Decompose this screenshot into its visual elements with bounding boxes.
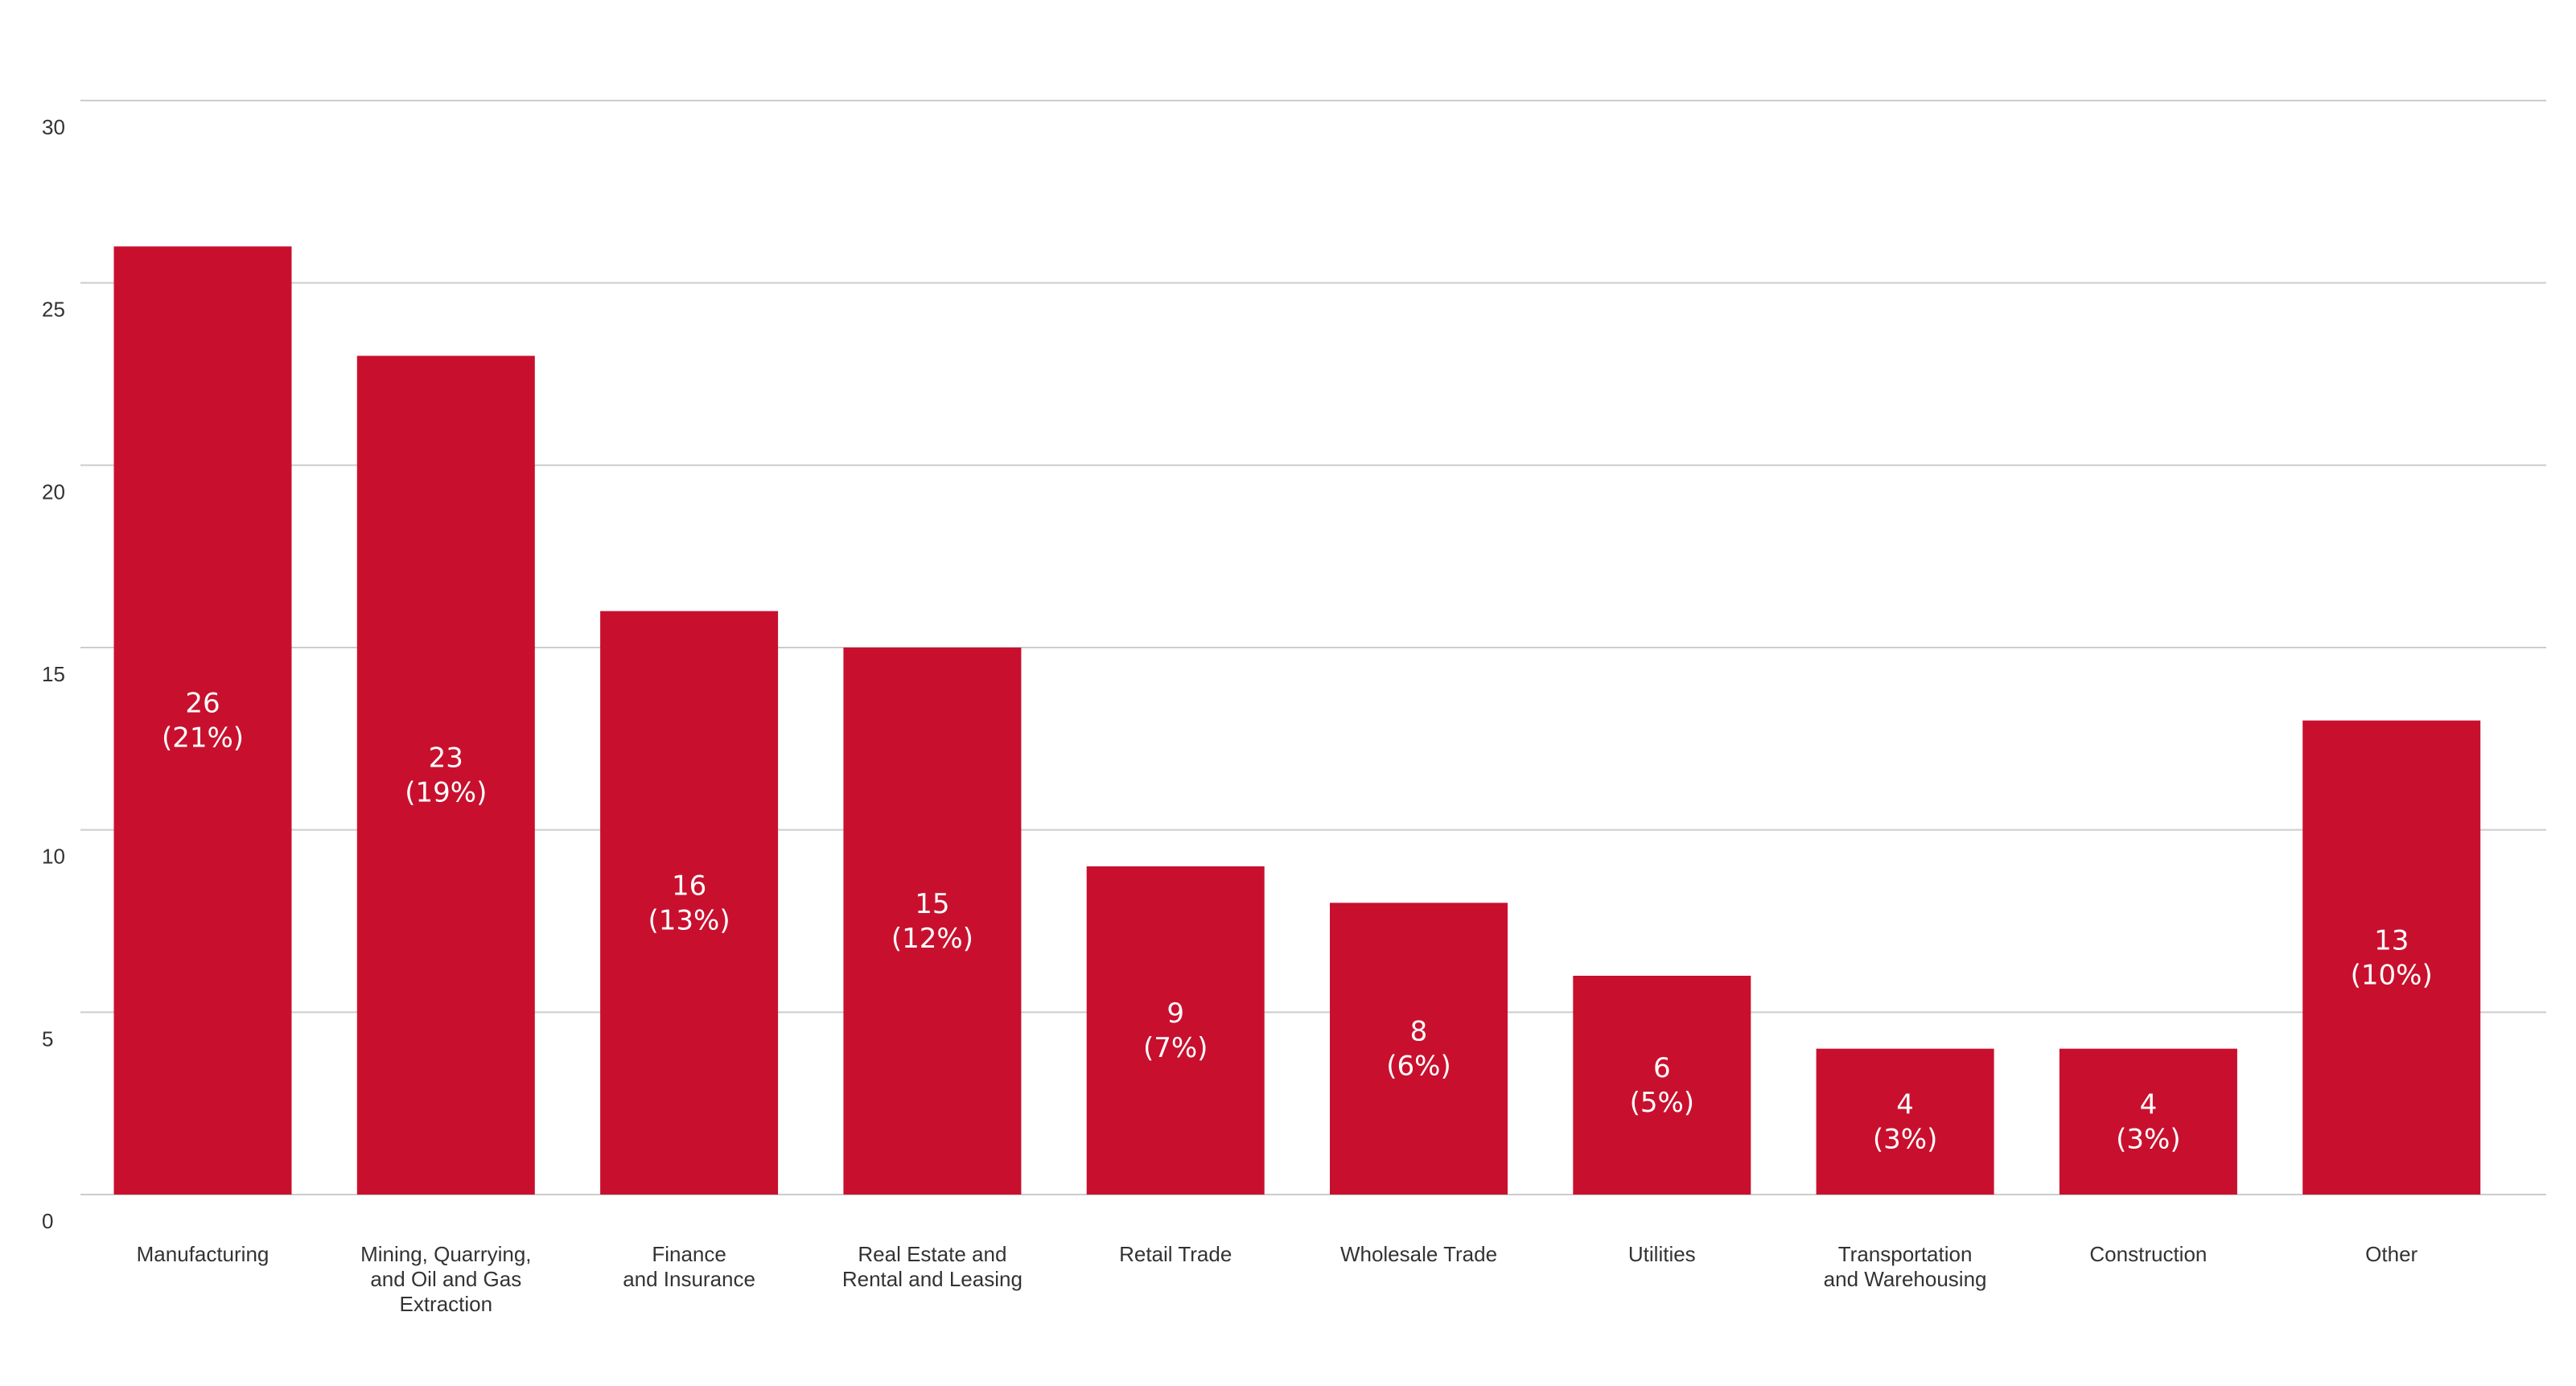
y-tick-label: 0 (42, 1209, 53, 1233)
x-category-label: Manufacturing (137, 1242, 270, 1266)
x-category-label: Utilities (1628, 1242, 1696, 1266)
x-category-label: Finance and Insurance (623, 1242, 755, 1291)
bar-percent-label: (10%) (2351, 959, 2433, 991)
y-axis: 0 5 10 15 20 25 30 (42, 115, 65, 1233)
bar-percent-label: (3%) (2116, 1123, 2180, 1155)
bar (1086, 866, 1265, 1195)
bar-value-label: 15 (915, 888, 949, 920)
x-category-label: Other (2365, 1242, 2418, 1266)
bar-value-label: 4 (1896, 1088, 1914, 1121)
y-tick-label: 10 (42, 845, 65, 869)
bar-value-label: 4 (2140, 1088, 2158, 1121)
bar-percent-label: (3%) (1873, 1123, 1937, 1155)
bar-value-label: 26 (185, 688, 220, 720)
x-axis: Manufacturing Mining, Quarrying, and Oil a… (137, 1242, 2418, 1316)
bar (1816, 1048, 1994, 1195)
x-category-label: Retail Trade (1119, 1242, 1232, 1266)
bar-value-label: 13 (2374, 924, 2409, 956)
x-category-label: Wholesale Trade (1340, 1242, 1497, 1266)
bar-percent-label: (21%) (162, 722, 244, 755)
y-tick-label: 5 (42, 1026, 53, 1051)
bar-value-label: 23 (429, 742, 463, 775)
bar (2059, 1048, 2237, 1195)
y-tick-label: 15 (42, 662, 65, 686)
bar (113, 246, 292, 1195)
bar-percent-label: (6%) (1386, 1051, 1451, 1083)
x-category-label: Transportation and Warehousing (1824, 1242, 1987, 1291)
y-tick-label: 20 (42, 479, 65, 504)
bar-value-label: 9 (1167, 997, 1184, 1030)
bar (600, 611, 779, 1195)
bar-percent-label: (7%) (1143, 1032, 1208, 1064)
bar-percent-label: (13%) (648, 904, 730, 936)
x-category-label: Real Estate and Rental and Leasing (842, 1242, 1023, 1291)
bar (356, 356, 535, 1195)
bar (1330, 903, 1508, 1195)
bar-value-label: 8 (1410, 1016, 1428, 1048)
bar (843, 648, 1022, 1195)
bar-percent-label: (5%) (1630, 1087, 1694, 1119)
x-category-label: Construction (2089, 1242, 2207, 1266)
y-tick-label: 25 (42, 298, 65, 322)
bar (1573, 976, 1751, 1195)
x-category-label: Mining, Quarrying, and Oil and Gas Extract… (360, 1242, 531, 1316)
bar (2302, 720, 2481, 1195)
y-tick-label: 30 (42, 115, 65, 139)
bar-value-label: 6 (1653, 1052, 1671, 1084)
bars: 26(21%)23(19%)16(13%)15(12%)9(7%)8(6%) 6(… (113, 246, 2481, 1195)
bar-value-label: 16 (672, 870, 706, 902)
bar-percent-label: (19%) (405, 777, 487, 809)
bar-percent-label: (12%) (891, 923, 973, 955)
